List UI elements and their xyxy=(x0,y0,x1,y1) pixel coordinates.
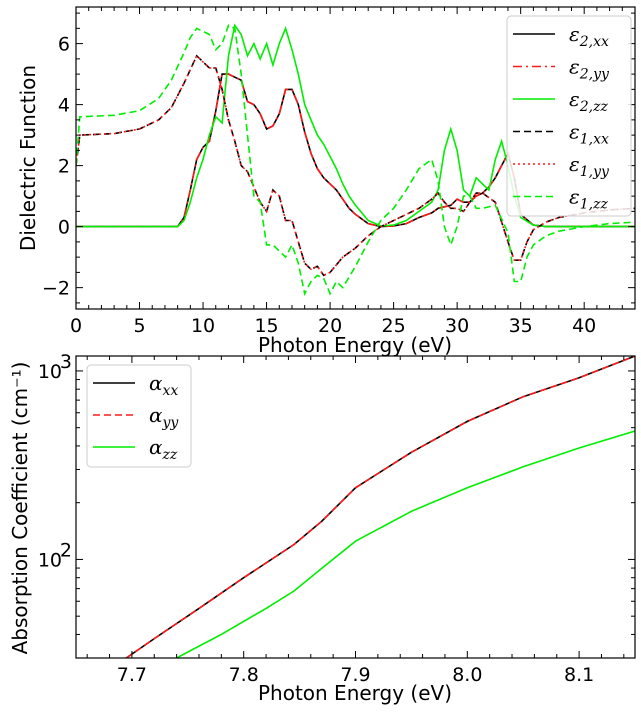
absorption-x-tick-label: 7.9 xyxy=(340,664,370,686)
dielectric-y-tick-label: 2 xyxy=(58,156,70,178)
absorption-series-yy xyxy=(125,356,635,658)
dielectric-y-tick-label: 6 xyxy=(58,34,70,56)
absorption-legend-label-0: αxx xyxy=(149,371,178,399)
absorption-legend-box xyxy=(86,364,192,468)
absorption-x-tick-label: 8.0 xyxy=(452,664,482,686)
dielectric-series-group xyxy=(76,23,635,297)
absorption-y-tick-exponent: 3 xyxy=(60,351,72,373)
dielectric-x-tick-label: 40 xyxy=(572,315,596,337)
dielectric-x-tick-label: 5 xyxy=(133,315,145,337)
absorption-y-axis-label: Absorption Coefficient (cm⁻¹) xyxy=(8,362,32,655)
absorption-legend: αxx αyy αzz xyxy=(86,364,192,468)
dielectric-x-tick-label: 10 xyxy=(191,315,215,337)
dielectric-legend-label-2: ε2,zz xyxy=(569,87,608,115)
absorption-series-xx xyxy=(125,356,635,658)
dielectric-x-tick-label: 20 xyxy=(318,315,342,337)
dielectric-x-tick-label: 0 xyxy=(70,315,82,337)
absorption-x-tick-label: 8.1 xyxy=(564,664,594,686)
dielectric-legend-label-0: ε2,xx xyxy=(569,22,609,50)
absorption-y-tick-label: 10 xyxy=(38,549,62,571)
absorption-x-tick-label: 7.8 xyxy=(229,664,259,686)
absorption-series-group xyxy=(125,356,635,658)
dielectric-x-axis-label: Photon Energy (eV) xyxy=(258,333,452,357)
dielectric-series-1-yy xyxy=(76,54,635,277)
dielectric-y-axis-label: Dielectric Function xyxy=(16,65,40,251)
dielectric-legend-label-1: ε2,yy xyxy=(569,55,610,83)
dielectric-series-1-zz xyxy=(76,24,635,297)
dielectric-legend-label-5: ε1,zz xyxy=(569,185,608,213)
absorption-y-tick-exponent: 2 xyxy=(60,539,72,561)
dielectric-series-2-zz xyxy=(76,23,635,228)
dielectric-legend: ε2,xx ε2,yy ε2,zz ε1,xx ε1,yy ε1,zz xyxy=(506,15,632,217)
dielectric-x-tick-label: 35 xyxy=(509,315,533,337)
dielectric-x-tick-label: 25 xyxy=(382,315,406,337)
dielectric-legend-label-3: ε1,xx xyxy=(569,120,609,148)
dielectric-x-tick-label: 15 xyxy=(254,315,278,337)
absorption-x-tick-label: 7.7 xyxy=(117,664,147,686)
dielectric-series-1-xx xyxy=(76,54,635,277)
absorption-y-tick-label: 10 xyxy=(38,361,62,383)
dielectric-y-tick-label: −2 xyxy=(42,278,70,300)
dielectric-x-tick-label: 30 xyxy=(445,315,469,337)
absorption-series-zz xyxy=(176,430,635,658)
dielectric-legend-label-4: ε1,yy xyxy=(569,152,610,180)
absorption-x-axis-label: Photon Energy (eV) xyxy=(258,681,452,705)
absorption-legend-label-2: αzz xyxy=(149,435,178,463)
dielectric-y-tick-label: 0 xyxy=(58,217,70,239)
absorption-legend-label-1: αyy xyxy=(149,403,179,431)
dielectric-y-tick-label: 4 xyxy=(58,95,70,117)
